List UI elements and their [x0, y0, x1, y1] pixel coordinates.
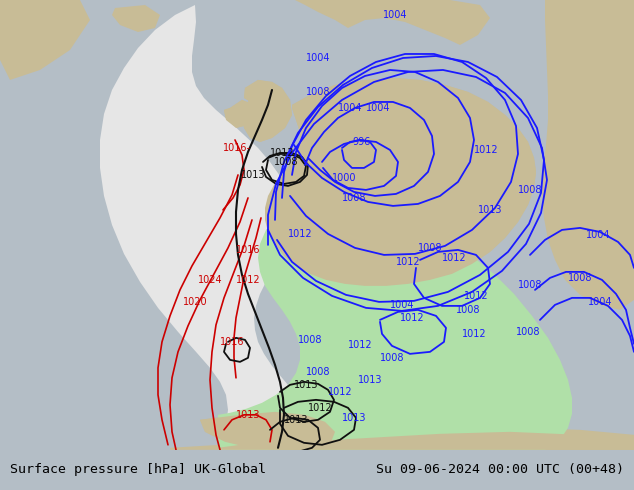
Text: 1004: 1004 — [306, 53, 330, 63]
Text: 1020: 1020 — [183, 297, 207, 307]
Text: 996: 996 — [353, 137, 371, 147]
Text: 1012: 1012 — [307, 403, 332, 413]
Text: 1000: 1000 — [332, 173, 356, 183]
Text: 1013: 1013 — [358, 375, 382, 385]
Text: 1013: 1013 — [236, 410, 260, 420]
Text: 1012: 1012 — [236, 275, 261, 285]
Text: 1013: 1013 — [241, 170, 265, 180]
Polygon shape — [242, 82, 292, 142]
Text: 1004: 1004 — [588, 297, 612, 307]
Text: 1008: 1008 — [518, 185, 542, 195]
Text: 1004: 1004 — [338, 103, 362, 113]
Text: 1012: 1012 — [288, 229, 313, 239]
Polygon shape — [170, 428, 634, 450]
Polygon shape — [100, 5, 308, 450]
Polygon shape — [0, 0, 90, 80]
Text: 1004: 1004 — [586, 230, 611, 240]
Polygon shape — [224, 100, 255, 128]
Text: 1012: 1012 — [462, 329, 486, 339]
Polygon shape — [200, 412, 335, 450]
Polygon shape — [200, 412, 335, 450]
Text: 1012: 1012 — [399, 313, 424, 323]
Polygon shape — [218, 200, 572, 450]
Polygon shape — [542, 0, 634, 310]
Text: 1013: 1013 — [294, 380, 318, 390]
Polygon shape — [265, 78, 536, 286]
Text: 1008: 1008 — [515, 327, 540, 337]
Text: 1008: 1008 — [306, 367, 330, 377]
Polygon shape — [265, 78, 536, 286]
Text: 1013: 1013 — [478, 205, 502, 215]
Polygon shape — [244, 80, 278, 105]
Text: 1013: 1013 — [284, 415, 308, 425]
Text: 1012: 1012 — [463, 291, 488, 301]
Text: 1016: 1016 — [236, 245, 260, 255]
Text: 1008: 1008 — [380, 353, 404, 363]
Text: Su 09-06-2024 00:00 UTC (00+48): Su 09-06-2024 00:00 UTC (00+48) — [377, 464, 624, 476]
Polygon shape — [295, 0, 490, 45]
Text: 1012: 1012 — [474, 145, 498, 155]
Polygon shape — [0, 0, 634, 450]
Polygon shape — [112, 5, 160, 32]
Text: 1012: 1012 — [396, 257, 420, 267]
Text: Surface pressure [hPa] UK-Global: Surface pressure [hPa] UK-Global — [10, 464, 266, 476]
Text: 1024: 1024 — [198, 275, 223, 285]
Text: 1004: 1004 — [390, 300, 414, 310]
Text: 1008: 1008 — [298, 335, 322, 345]
Text: 1012: 1012 — [442, 253, 467, 263]
Text: 1004: 1004 — [366, 103, 391, 113]
Text: 1012: 1012 — [269, 148, 294, 158]
Text: 1008: 1008 — [342, 193, 366, 203]
Polygon shape — [244, 80, 278, 105]
Text: 1008: 1008 — [518, 280, 542, 290]
Polygon shape — [224, 100, 255, 128]
Text: 1008: 1008 — [456, 305, 480, 315]
Text: 1008: 1008 — [274, 157, 298, 167]
Text: 1008: 1008 — [418, 243, 443, 253]
Text: 1004: 1004 — [383, 10, 407, 20]
Polygon shape — [242, 82, 292, 142]
Text: 1008: 1008 — [568, 273, 592, 283]
Polygon shape — [218, 432, 634, 450]
Text: 1012: 1012 — [347, 340, 372, 350]
Text: 1013: 1013 — [342, 413, 366, 423]
Text: 1016: 1016 — [220, 337, 244, 347]
Text: 1012: 1012 — [328, 387, 353, 397]
Text: 1016-: 1016- — [223, 143, 251, 153]
Text: 1008: 1008 — [306, 87, 330, 97]
